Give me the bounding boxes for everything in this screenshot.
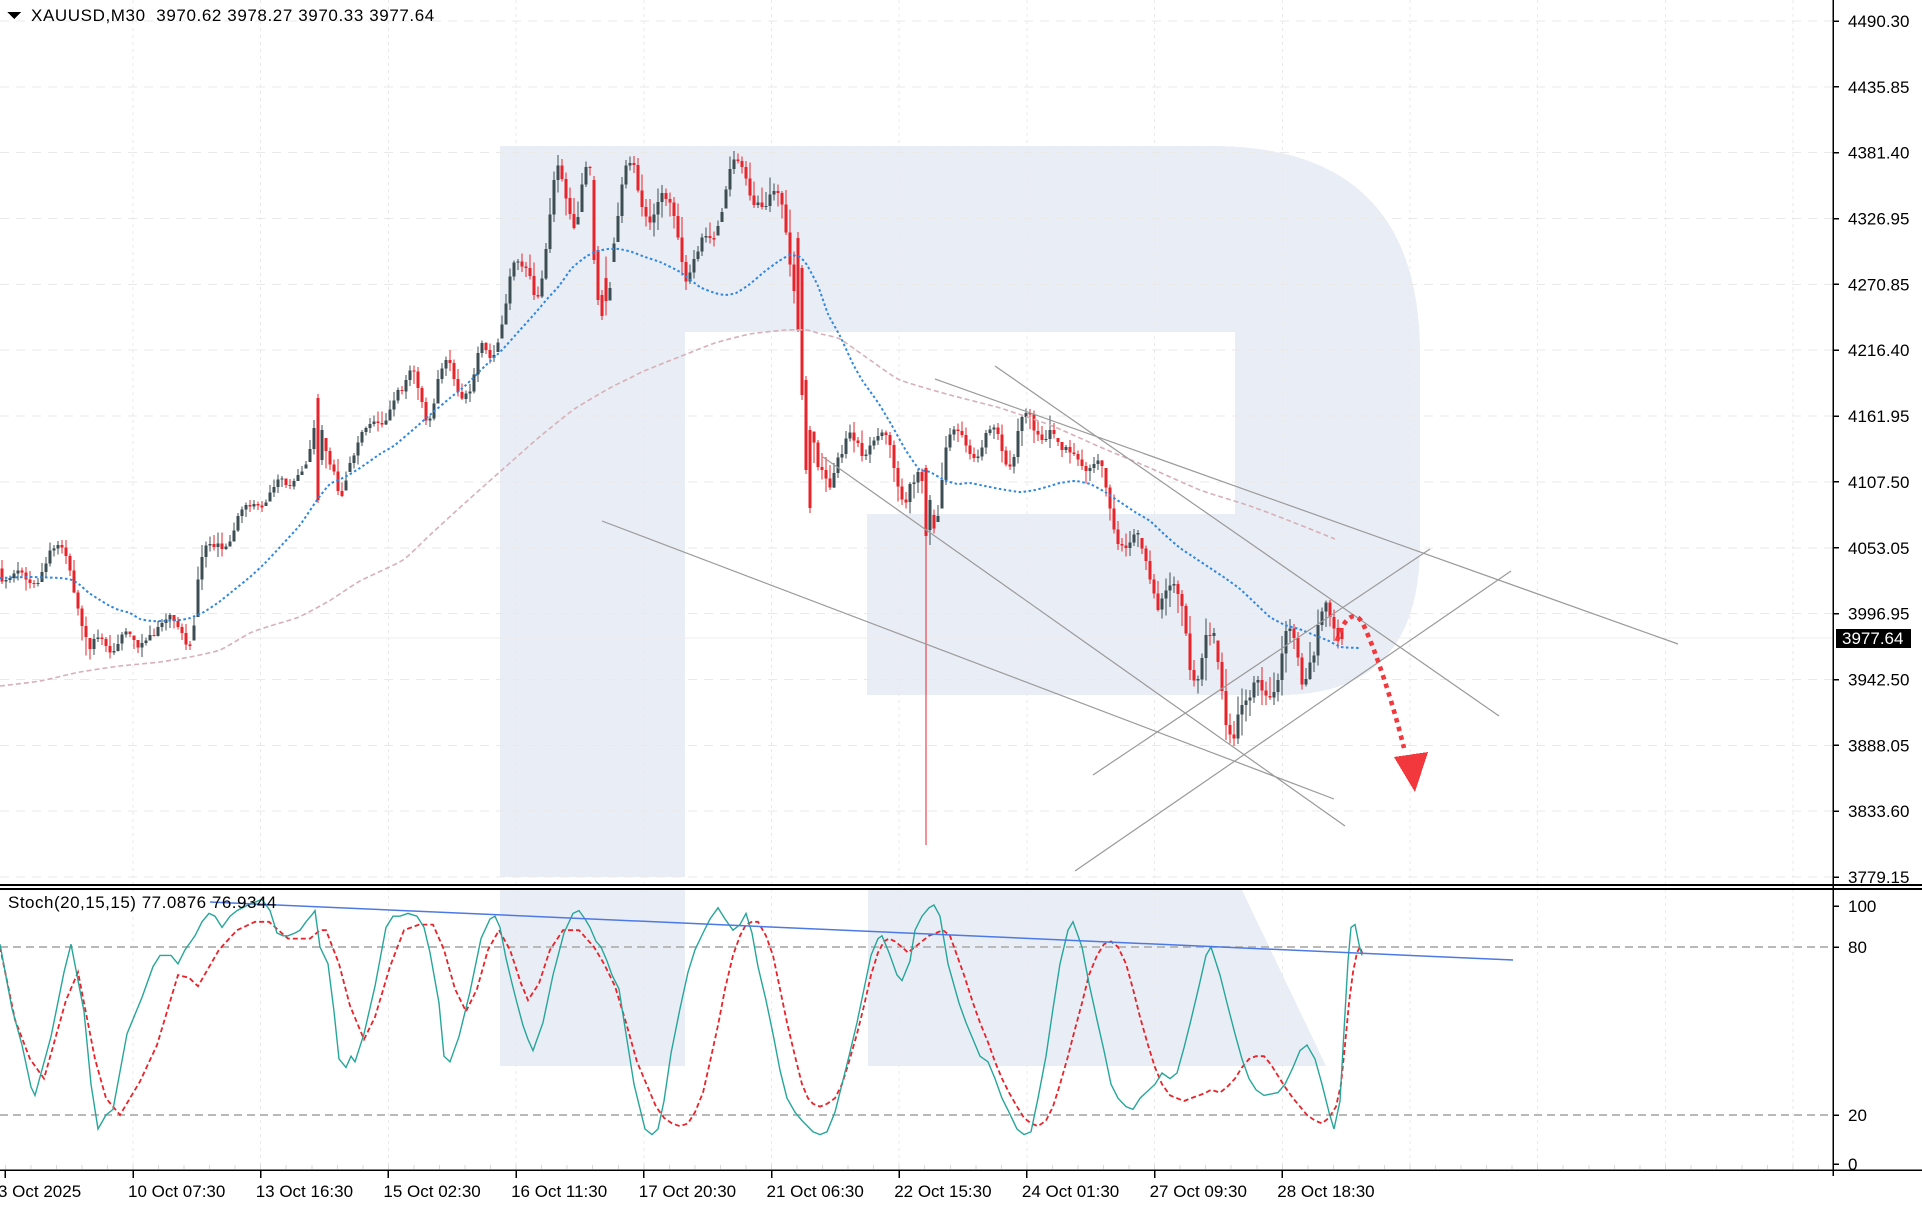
svg-text:15 Oct 02:30: 15 Oct 02:30 (383, 1182, 480, 1201)
svg-text:3779.15: 3779.15 (1848, 868, 1909, 887)
svg-text:4270.85: 4270.85 (1848, 275, 1909, 294)
svg-text:4326.95: 4326.95 (1848, 210, 1909, 229)
svg-text:16 Oct 11:30: 16 Oct 11:30 (511, 1182, 607, 1201)
svg-text:3888.05: 3888.05 (1848, 736, 1909, 755)
svg-text:10 Oct 07:30: 10 Oct 07:30 (128, 1182, 225, 1201)
svg-text:3996.95: 3996.95 (1848, 605, 1909, 624)
svg-text:Stoch(20,15,15) 77.0876 76.934: Stoch(20,15,15) 77.0876 76.9344 (8, 893, 277, 912)
svg-text:4381.40: 4381.40 (1848, 144, 1909, 163)
svg-text:3977.64: 3977.64 (1842, 629, 1903, 648)
svg-text:21 Oct 06:30: 21 Oct 06:30 (767, 1182, 864, 1201)
svg-text:3833.60: 3833.60 (1848, 802, 1909, 821)
svg-text:80: 80 (1848, 938, 1867, 957)
svg-text:17 Oct 20:30: 17 Oct 20:30 (639, 1182, 736, 1201)
svg-text:0: 0 (1848, 1155, 1857, 1174)
svg-text:4435.85: 4435.85 (1848, 78, 1909, 97)
svg-text:4053.05: 4053.05 (1848, 539, 1909, 558)
svg-text:28 Oct 18:30: 28 Oct 18:30 (1277, 1182, 1374, 1201)
svg-text:3 Oct 2025: 3 Oct 2025 (0, 1182, 81, 1201)
svg-text:100: 100 (1848, 897, 1876, 916)
svg-text:4161.95: 4161.95 (1848, 407, 1909, 426)
svg-text:4107.50: 4107.50 (1848, 473, 1909, 492)
svg-text:4490.30: 4490.30 (1848, 12, 1909, 31)
svg-text:4216.40: 4216.40 (1848, 341, 1909, 360)
svg-text:20: 20 (1848, 1106, 1867, 1125)
svg-text:24 Oct 01:30: 24 Oct 01:30 (1022, 1182, 1119, 1201)
svg-text:22 Oct 15:30: 22 Oct 15:30 (894, 1182, 991, 1201)
svg-text:27 Oct 09:30: 27 Oct 09:30 (1150, 1182, 1247, 1201)
svg-text:13 Oct 16:30: 13 Oct 16:30 (256, 1182, 353, 1201)
svg-text:3942.50: 3942.50 (1848, 671, 1909, 690)
svg-text:XAUUSD,M30 3970.62 3978.27 39: XAUUSD,M30 3970.62 3978.27 3970.33 3977.… (31, 6, 435, 25)
